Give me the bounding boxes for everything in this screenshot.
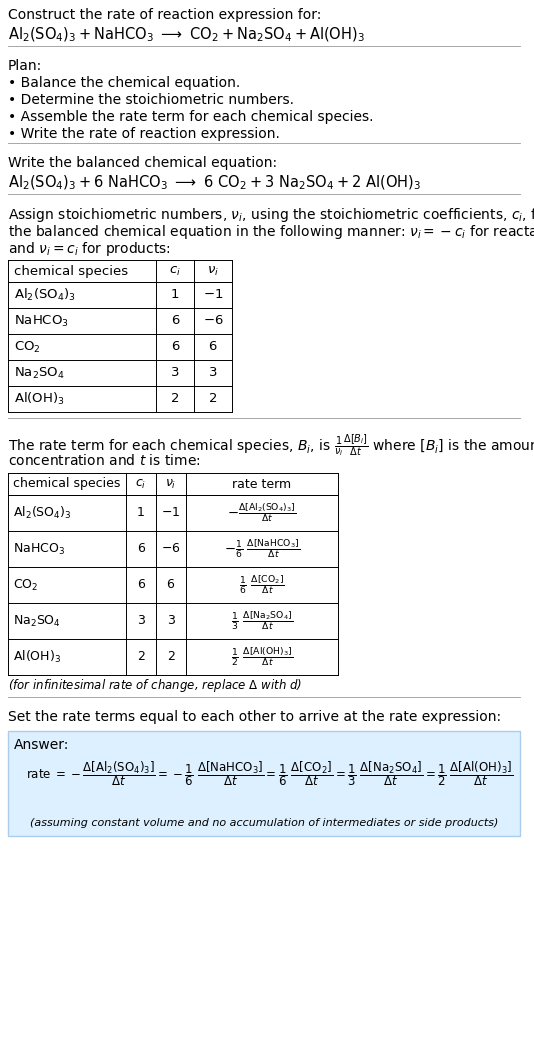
Text: • Assemble the rate term for each chemical species.: • Assemble the rate term for each chemic… (8, 110, 373, 124)
Text: • Balance the chemical equation.: • Balance the chemical equation. (8, 76, 240, 90)
Text: $3$: $3$ (167, 614, 176, 628)
Text: Assign stoichiometric numbers, $\nu_i$, using the stoichiometric coefficients, $: Assign stoichiometric numbers, $\nu_i$, … (8, 206, 534, 224)
Text: $-1$: $-1$ (161, 506, 180, 520)
Text: $\mathrm{Na_2SO_4}$: $\mathrm{Na_2SO_4}$ (14, 365, 65, 381)
Text: $2$: $2$ (167, 651, 175, 663)
Text: Construct the rate of reaction expression for:: Construct the rate of reaction expressio… (8, 8, 321, 22)
Text: $\mathrm{NaHCO_3}$: $\mathrm{NaHCO_3}$ (14, 314, 69, 328)
Text: Plan:: Plan: (8, 59, 42, 73)
Text: $-\frac{1}{6}\ \frac{\Delta[\mathrm{NaHCO_3}]}{\Delta t}$: $-\frac{1}{6}\ \frac{\Delta[\mathrm{NaHC… (224, 538, 300, 561)
Text: 2: 2 (171, 392, 179, 406)
Text: $\mathrm{CO_2}$: $\mathrm{CO_2}$ (13, 577, 38, 592)
Text: 3: 3 (137, 614, 145, 628)
Text: $\frac{1}{6}\ \frac{\Delta[\mathrm{CO_2}]}{\Delta t}$: $\frac{1}{6}\ \frac{\Delta[\mathrm{CO_2}… (239, 573, 285, 596)
Text: The rate term for each chemical species, $B_i$, is $\frac{1}{\nu_i}\frac{\Delta[: The rate term for each chemical species,… (8, 433, 534, 459)
Text: 2: 2 (137, 651, 145, 663)
Text: 6: 6 (171, 315, 179, 327)
Text: $-\frac{\Delta[\mathrm{Al_2(SO_4)_3}]}{\Delta t}$: $-\frac{\Delta[\mathrm{Al_2(SO_4)_3}]}{\… (227, 501, 297, 524)
Text: $\nu_i$: $\nu_i$ (166, 477, 177, 491)
Text: $-1$: $-1$ (203, 289, 223, 301)
Text: $\frac{1}{3}\ \frac{\Delta[\mathrm{Na_2SO_4}]}{\Delta t}$: $\frac{1}{3}\ \frac{\Delta[\mathrm{Na_2S… (231, 610, 293, 633)
Text: Answer:: Answer: (14, 738, 69, 752)
Text: $c_i$: $c_i$ (135, 477, 147, 491)
Text: $\mathrm{NaHCO_3}$: $\mathrm{NaHCO_3}$ (13, 542, 65, 556)
Text: $-6$: $-6$ (161, 543, 181, 555)
Text: Write the balanced chemical equation:: Write the balanced chemical equation: (8, 156, 277, 170)
Text: $\mathrm{Na_2SO_4}$: $\mathrm{Na_2SO_4}$ (13, 613, 61, 629)
Text: chemical species: chemical species (13, 478, 121, 491)
Text: $\mathrm{Al_2(SO_4)_3}$: $\mathrm{Al_2(SO_4)_3}$ (13, 505, 72, 521)
Text: 6: 6 (137, 543, 145, 555)
Text: (for infinitesimal rate of change, replace $\Delta$ with $d$): (for infinitesimal rate of change, repla… (8, 677, 302, 693)
Text: $3$: $3$ (208, 366, 218, 380)
Text: $2$: $2$ (208, 392, 217, 406)
Text: (assuming constant volume and no accumulation of intermediates or side products): (assuming constant volume and no accumul… (30, 818, 498, 828)
Text: $\mathrm{Al(OH)_3}$: $\mathrm{Al(OH)_3}$ (14, 391, 65, 407)
Text: 1: 1 (137, 506, 145, 520)
Text: and $\nu_i = c_i$ for products:: and $\nu_i = c_i$ for products: (8, 240, 171, 258)
Text: rate term: rate term (232, 478, 292, 491)
Text: $6$: $6$ (167, 578, 176, 591)
Text: • Determine the stoichiometric numbers.: • Determine the stoichiometric numbers. (8, 93, 294, 107)
Text: $6$: $6$ (208, 341, 218, 354)
Text: $\mathrm{Al_2(SO_4)_3}$: $\mathrm{Al_2(SO_4)_3}$ (14, 287, 76, 303)
Text: $\mathrm{Al_2(SO_4)_3 + NaHCO_3 \ \longrightarrow \ CO_2 + Na_2SO_4 + Al(OH)_3}$: $\mathrm{Al_2(SO_4)_3 + NaHCO_3 \ \longr… (8, 26, 365, 44)
Text: 6: 6 (171, 341, 179, 354)
Text: $\mathrm{CO_2}$: $\mathrm{CO_2}$ (14, 340, 41, 355)
Text: $\nu_i$: $\nu_i$ (207, 265, 219, 277)
FancyBboxPatch shape (8, 731, 520, 836)
Text: $\frac{1}{2}\ \frac{\Delta[\mathrm{Al(OH)_3}]}{\Delta t}$: $\frac{1}{2}\ \frac{\Delta[\mathrm{Al(OH… (231, 645, 293, 668)
Text: 3: 3 (171, 366, 179, 380)
Text: $\mathrm{Al(OH)_3}$: $\mathrm{Al(OH)_3}$ (13, 649, 61, 665)
Text: chemical species: chemical species (14, 265, 128, 277)
Text: $-6$: $-6$ (203, 315, 223, 327)
Text: • Write the rate of reaction expression.: • Write the rate of reaction expression. (8, 127, 280, 141)
Text: Set the rate terms equal to each other to arrive at the rate expression:: Set the rate terms equal to each other t… (8, 710, 501, 724)
Text: the balanced chemical equation in the following manner: $\nu_i = -c_i$ for react: the balanced chemical equation in the fo… (8, 223, 534, 241)
Text: 6: 6 (137, 578, 145, 591)
Text: concentration and $t$ is time:: concentration and $t$ is time: (8, 453, 201, 468)
Text: $c_i$: $c_i$ (169, 265, 181, 277)
Text: 1: 1 (171, 289, 179, 301)
Text: rate $= -\dfrac{\Delta[\mathrm{Al_2(SO_4)_3}]}{\Delta t}$$ = -\dfrac{1}{6}\ \dfr: rate $= -\dfrac{\Delta[\mathrm{Al_2(SO_4… (26, 759, 513, 788)
Text: $\mathrm{Al_2(SO_4)_3 + 6\ NaHCO_3 \ \longrightarrow \ 6\ CO_2 + 3\ Na_2SO_4 + 2: $\mathrm{Al_2(SO_4)_3 + 6\ NaHCO_3 \ \lo… (8, 174, 421, 192)
